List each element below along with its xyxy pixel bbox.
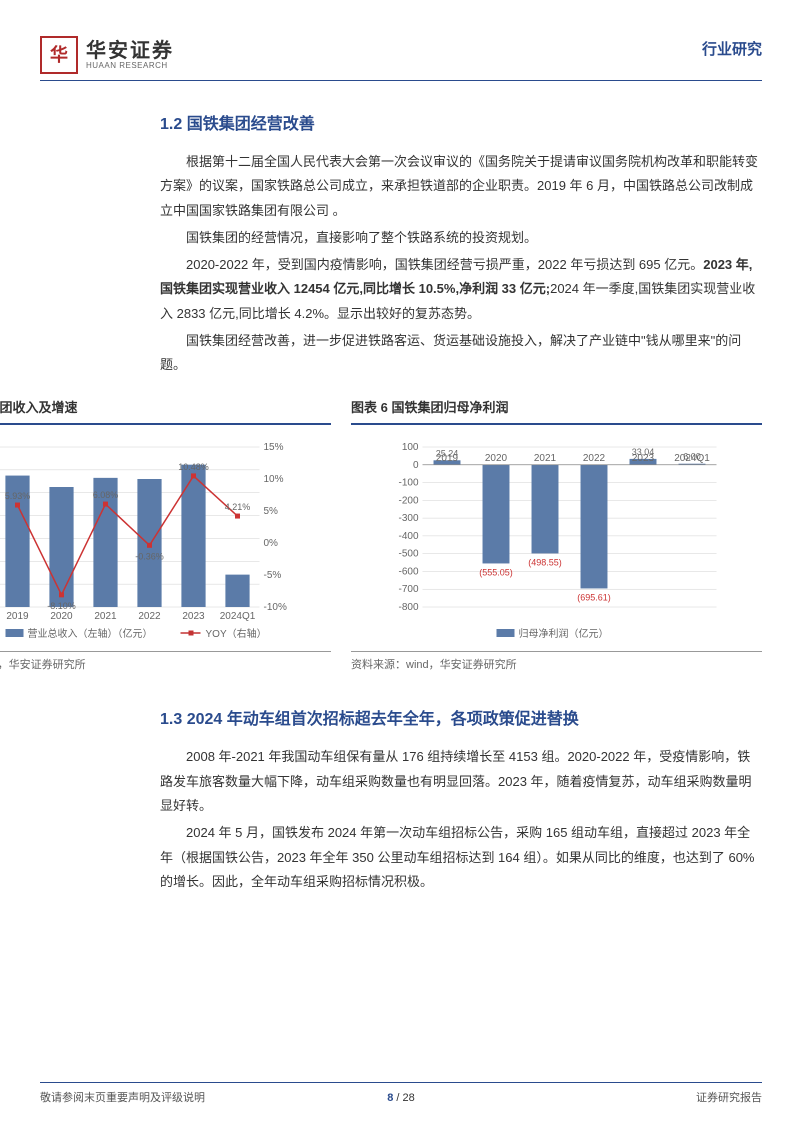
- para-1-2-4: 国铁集团经营改善，进一步促进铁路客运、货运基础设施投入，解决了产业链中"钱从哪里…: [160, 329, 762, 378]
- para-1-3-1: 2008 年-2021 年我国动车组保有量从 176 组持续增长至 4153 组…: [160, 745, 762, 819]
- para-1-3-2: 2024 年 5 月，国铁发布 2024 年第一次动车组招标公告，采购 165 …: [160, 821, 762, 895]
- section-1-3-heading: 1.3 2024 年动车组首次招标超去年全年，各项政策促进替换: [160, 706, 762, 735]
- para-1-2-2: 国铁集团的经营情况，直接影响了整个铁路系统的投资规划。: [160, 226, 762, 251]
- svg-text:-400: -400: [398, 531, 418, 542]
- chart-5: 图表 5 国铁集团收入及增速 02,0004,0006,0008,00010,0…: [0, 396, 331, 676]
- page-header: 华 华安证券 HUAAN RESEARCH 行业研究: [40, 36, 762, 81]
- svg-text:-600: -600: [398, 567, 418, 578]
- chart-6: 图表 6 国铁集团归母净利润 -800 -700 -600 -500 -400 -300 -…: [351, 396, 762, 676]
- svg-text:15%: 15%: [264, 442, 284, 453]
- chart-6-source: 资料来源：wind，华安证券研究所: [351, 651, 762, 676]
- svg-text:4.21%: 4.21%: [225, 502, 251, 512]
- svg-text:2019: 2019: [6, 611, 29, 622]
- footer-page: 8 / 28: [387, 1089, 415, 1109]
- logo-cn: 华安证券: [86, 40, 174, 62]
- svg-text:2024Q1: 2024Q1: [220, 611, 256, 622]
- svg-text:-200: -200: [398, 496, 418, 507]
- svg-text:2023: 2023: [182, 611, 205, 622]
- section-1-2-heading: 1.2 国铁集团经营改善: [160, 111, 762, 140]
- svg-text:(695.61): (695.61): [577, 593, 611, 603]
- page-footer: 敬请参阅末页重要声明及评级说明 8 / 28 证券研究报告: [40, 1082, 762, 1109]
- svg-text:-100: -100: [398, 478, 418, 489]
- svg-text:33.04: 33.04: [632, 447, 655, 457]
- svg-text:10.48%: 10.48%: [178, 462, 209, 472]
- chart-6-title: 图表 6 国铁集团归母净利润: [351, 396, 762, 425]
- svg-text:2020: 2020: [485, 453, 508, 464]
- svg-text:2021: 2021: [94, 611, 117, 622]
- svg-text:10%: 10%: [264, 474, 284, 485]
- svg-text:-0.36%: -0.36%: [135, 552, 164, 562]
- svg-text:-8.10%: -8.10%: [47, 601, 76, 611]
- footer-left: 敬请参阅末页重要声明及评级说明: [40, 1089, 205, 1109]
- svg-text:25.24: 25.24: [436, 449, 459, 459]
- chart-5-title: 图表 5 国铁集团收入及增速: [0, 396, 331, 425]
- svg-text:2022: 2022: [138, 611, 161, 622]
- header-category: 行业研究: [702, 36, 762, 63]
- svg-text:营业总收入（左轴）（亿元）: 营业总收入（左轴）（亿元）: [28, 627, 153, 640]
- para-1-2-1: 根据第十二届全国人民代表大会第一次会议审议的《国务院关于提请审议国务院机构改革和…: [160, 150, 762, 224]
- svg-text:2021: 2021: [534, 453, 557, 464]
- footer-right: 证券研究报告: [696, 1089, 762, 1109]
- svg-text:-10%: -10%: [264, 602, 287, 613]
- svg-text:0%: 0%: [264, 538, 279, 549]
- svg-text:(555.05): (555.05): [479, 568, 513, 578]
- logo-mark: 华: [40, 36, 78, 74]
- svg-text:-300: -300: [398, 513, 418, 524]
- svg-text:6.08%: 6.08%: [93, 490, 119, 500]
- svg-text:YOY（右轴）: YOY（右轴）: [206, 627, 267, 640]
- chart-6-canvas: -800-700-600-500-400-300-200-10001002019…: [351, 435, 762, 645]
- svg-text:(498.55): (498.55): [528, 558, 562, 568]
- svg-text:5.93%: 5.93%: [5, 491, 31, 501]
- svg-text:6.00: 6.00: [683, 452, 701, 462]
- para-1-2-3: 2020-2022 年，受到国内疫情影响，国铁集团经营亏损严重，2022 年亏损…: [160, 253, 762, 327]
- svg-text:2020: 2020: [50, 611, 73, 622]
- svg-text:-5%: -5%: [264, 570, 282, 581]
- svg-text:-500: -500: [398, 549, 418, 560]
- svg-text:100: 100: [402, 442, 419, 453]
- logo-block: 华 华安证券 HUAAN RESEARCH: [40, 36, 174, 74]
- chart-5-source: 资料来源：wind，华安证券研究所: [0, 651, 331, 676]
- logo-en: HUAAN RESEARCH: [86, 62, 174, 71]
- svg-text:2022: 2022: [583, 453, 606, 464]
- svg-text:-800: -800: [398, 602, 418, 613]
- svg-text:5%: 5%: [264, 506, 279, 517]
- svg-text:0: 0: [413, 460, 419, 471]
- chart-5-canvas: 02,0004,0006,0008,00010,00012,00014,000-…: [0, 435, 331, 645]
- svg-text:归母净利润（亿元）: 归母净利润（亿元）: [519, 627, 609, 640]
- svg-text:-700: -700: [398, 585, 418, 596]
